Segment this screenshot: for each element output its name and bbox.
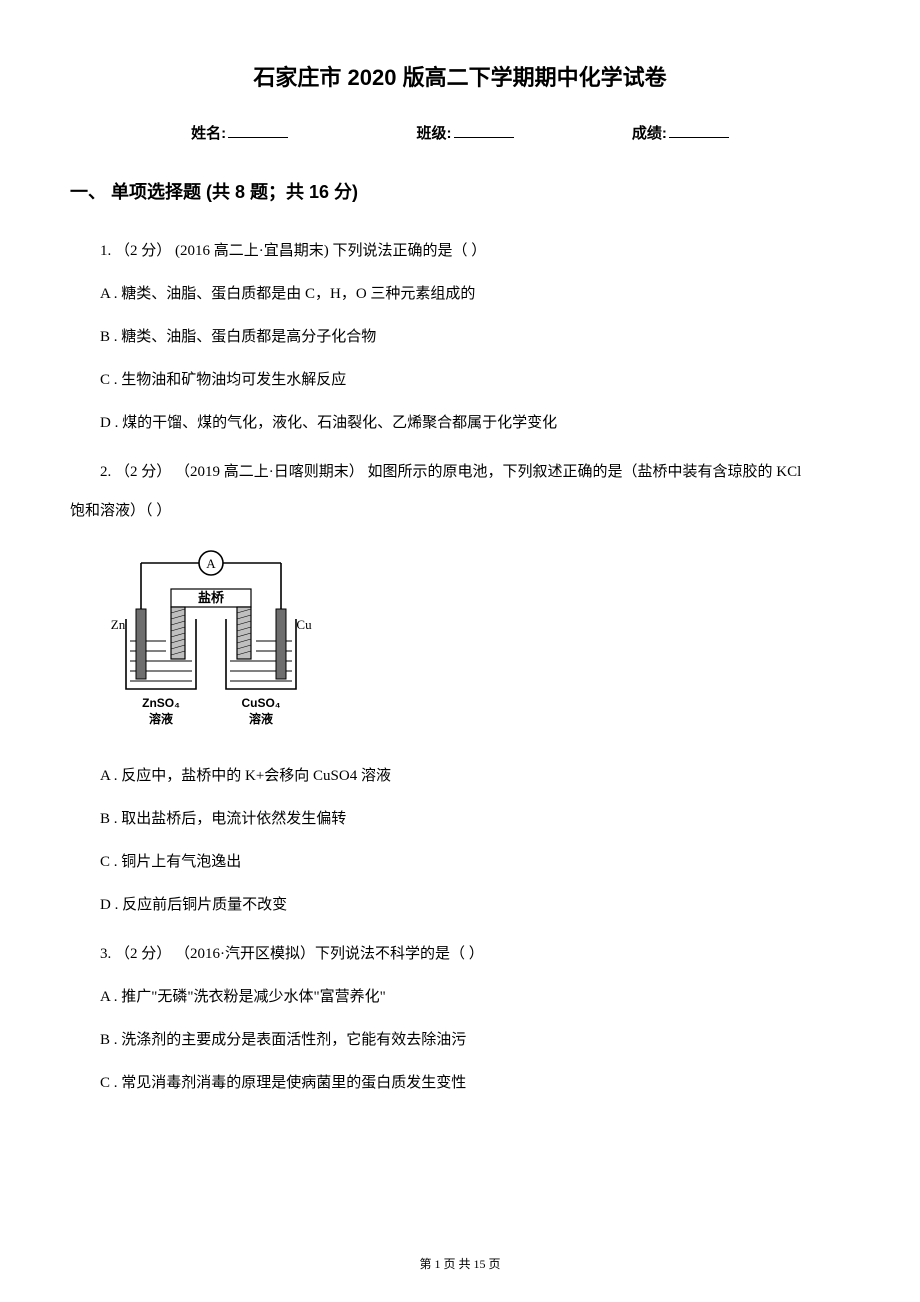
q2-option-d: D . 反应前后铜片质量不改变	[70, 886, 850, 925]
class-blank	[454, 124, 514, 138]
page-footer: 第 1 页 共 15 页	[0, 1255, 920, 1272]
q1-option-d: D . 煤的干馏、煤的气化，液化、石油裂化、乙烯聚合都属于化学变化	[70, 404, 850, 443]
exam-title: 石家庄市 2020 版高二下学期期中化学试卷	[70, 60, 850, 92]
right-sol-a: CuSO₄	[241, 696, 280, 710]
q2-stem-line1: 2. （2 分） （2019 高二上·日喀则期末） 如图所示的原电池，下列叙述正…	[70, 453, 850, 492]
q3-option-b: B . 洗涤剂的主要成分是表面活性剂，它能有效去除油污	[70, 1021, 850, 1060]
q3-stem: 3. （2 分） （2016·汽开区模拟）下列说法不科学的是（ ）	[70, 935, 850, 974]
q1-option-a: A . 糖类、油脂、蛋白质都是由 C，H，O 三种元素组成的	[70, 275, 850, 314]
meta-row: 姓名: 班级: 成绩:	[70, 122, 850, 143]
q2-option-c: C . 铜片上有气泡逸出	[70, 843, 850, 882]
question-3: 3. （2 分） （2016·汽开区模拟）下列说法不科学的是（ ） A . 推广…	[70, 935, 850, 1103]
score-label: 成绩:	[632, 122, 667, 143]
class-label: 班级:	[417, 122, 452, 143]
left-sol-a: ZnSO₄	[142, 696, 180, 710]
salt-bridge-leg-right	[237, 607, 251, 659]
score-blank	[669, 124, 729, 138]
zn-electrode	[136, 609, 146, 679]
question-1: 1. （2 分） (2016 高二上·宜昌期末) 下列说法正确的是（ ） A .…	[70, 232, 850, 443]
q1-option-b: B . 糖类、油脂、蛋白质都是高分子化合物	[70, 318, 850, 357]
q2-figure: A 盐桥	[106, 549, 316, 739]
salt-bridge-leg-left	[171, 607, 185, 659]
section-heading: 一、 单项选择题 (共 8 题；共 16 分)	[70, 178, 850, 204]
q1-option-c: C . 生物油和矿物油均可发生水解反应	[70, 361, 850, 400]
salt-bridge-label: 盐桥	[198, 590, 225, 605]
q2-option-a: A . 反应中，盐桥中的 K+会移向 CuSO4 溶液	[70, 757, 850, 796]
cu-electrode	[276, 609, 286, 679]
right-sol-b: 溶液	[249, 711, 273, 726]
zn-label: Zn	[111, 617, 126, 632]
q1-stem: 1. （2 分） (2016 高二上·宜昌期末) 下列说法正确的是（ ）	[70, 232, 850, 271]
q3-option-a: A . 推广"无磷"洗衣粉是减少水体"富营养化"	[70, 978, 850, 1017]
name-blank	[228, 124, 288, 138]
cu-label: Cu	[296, 617, 312, 632]
question-2: 2. （2 分） （2019 高二上·日喀则期末） 如图所示的原电池，下列叙述正…	[70, 453, 850, 925]
q3-option-c: C . 常见消毒剂消毒的原理是使病菌里的蛋白质发生变性	[70, 1064, 850, 1103]
ammeter-label: A	[206, 556, 216, 571]
left-sol-b: 溶液	[149, 711, 173, 726]
name-label: 姓名:	[191, 122, 226, 143]
q2-option-b: B . 取出盐桥后，电流计依然发生偏转	[70, 800, 850, 839]
q2-stem-line2: 饱和溶液）（ ）	[70, 492, 850, 531]
